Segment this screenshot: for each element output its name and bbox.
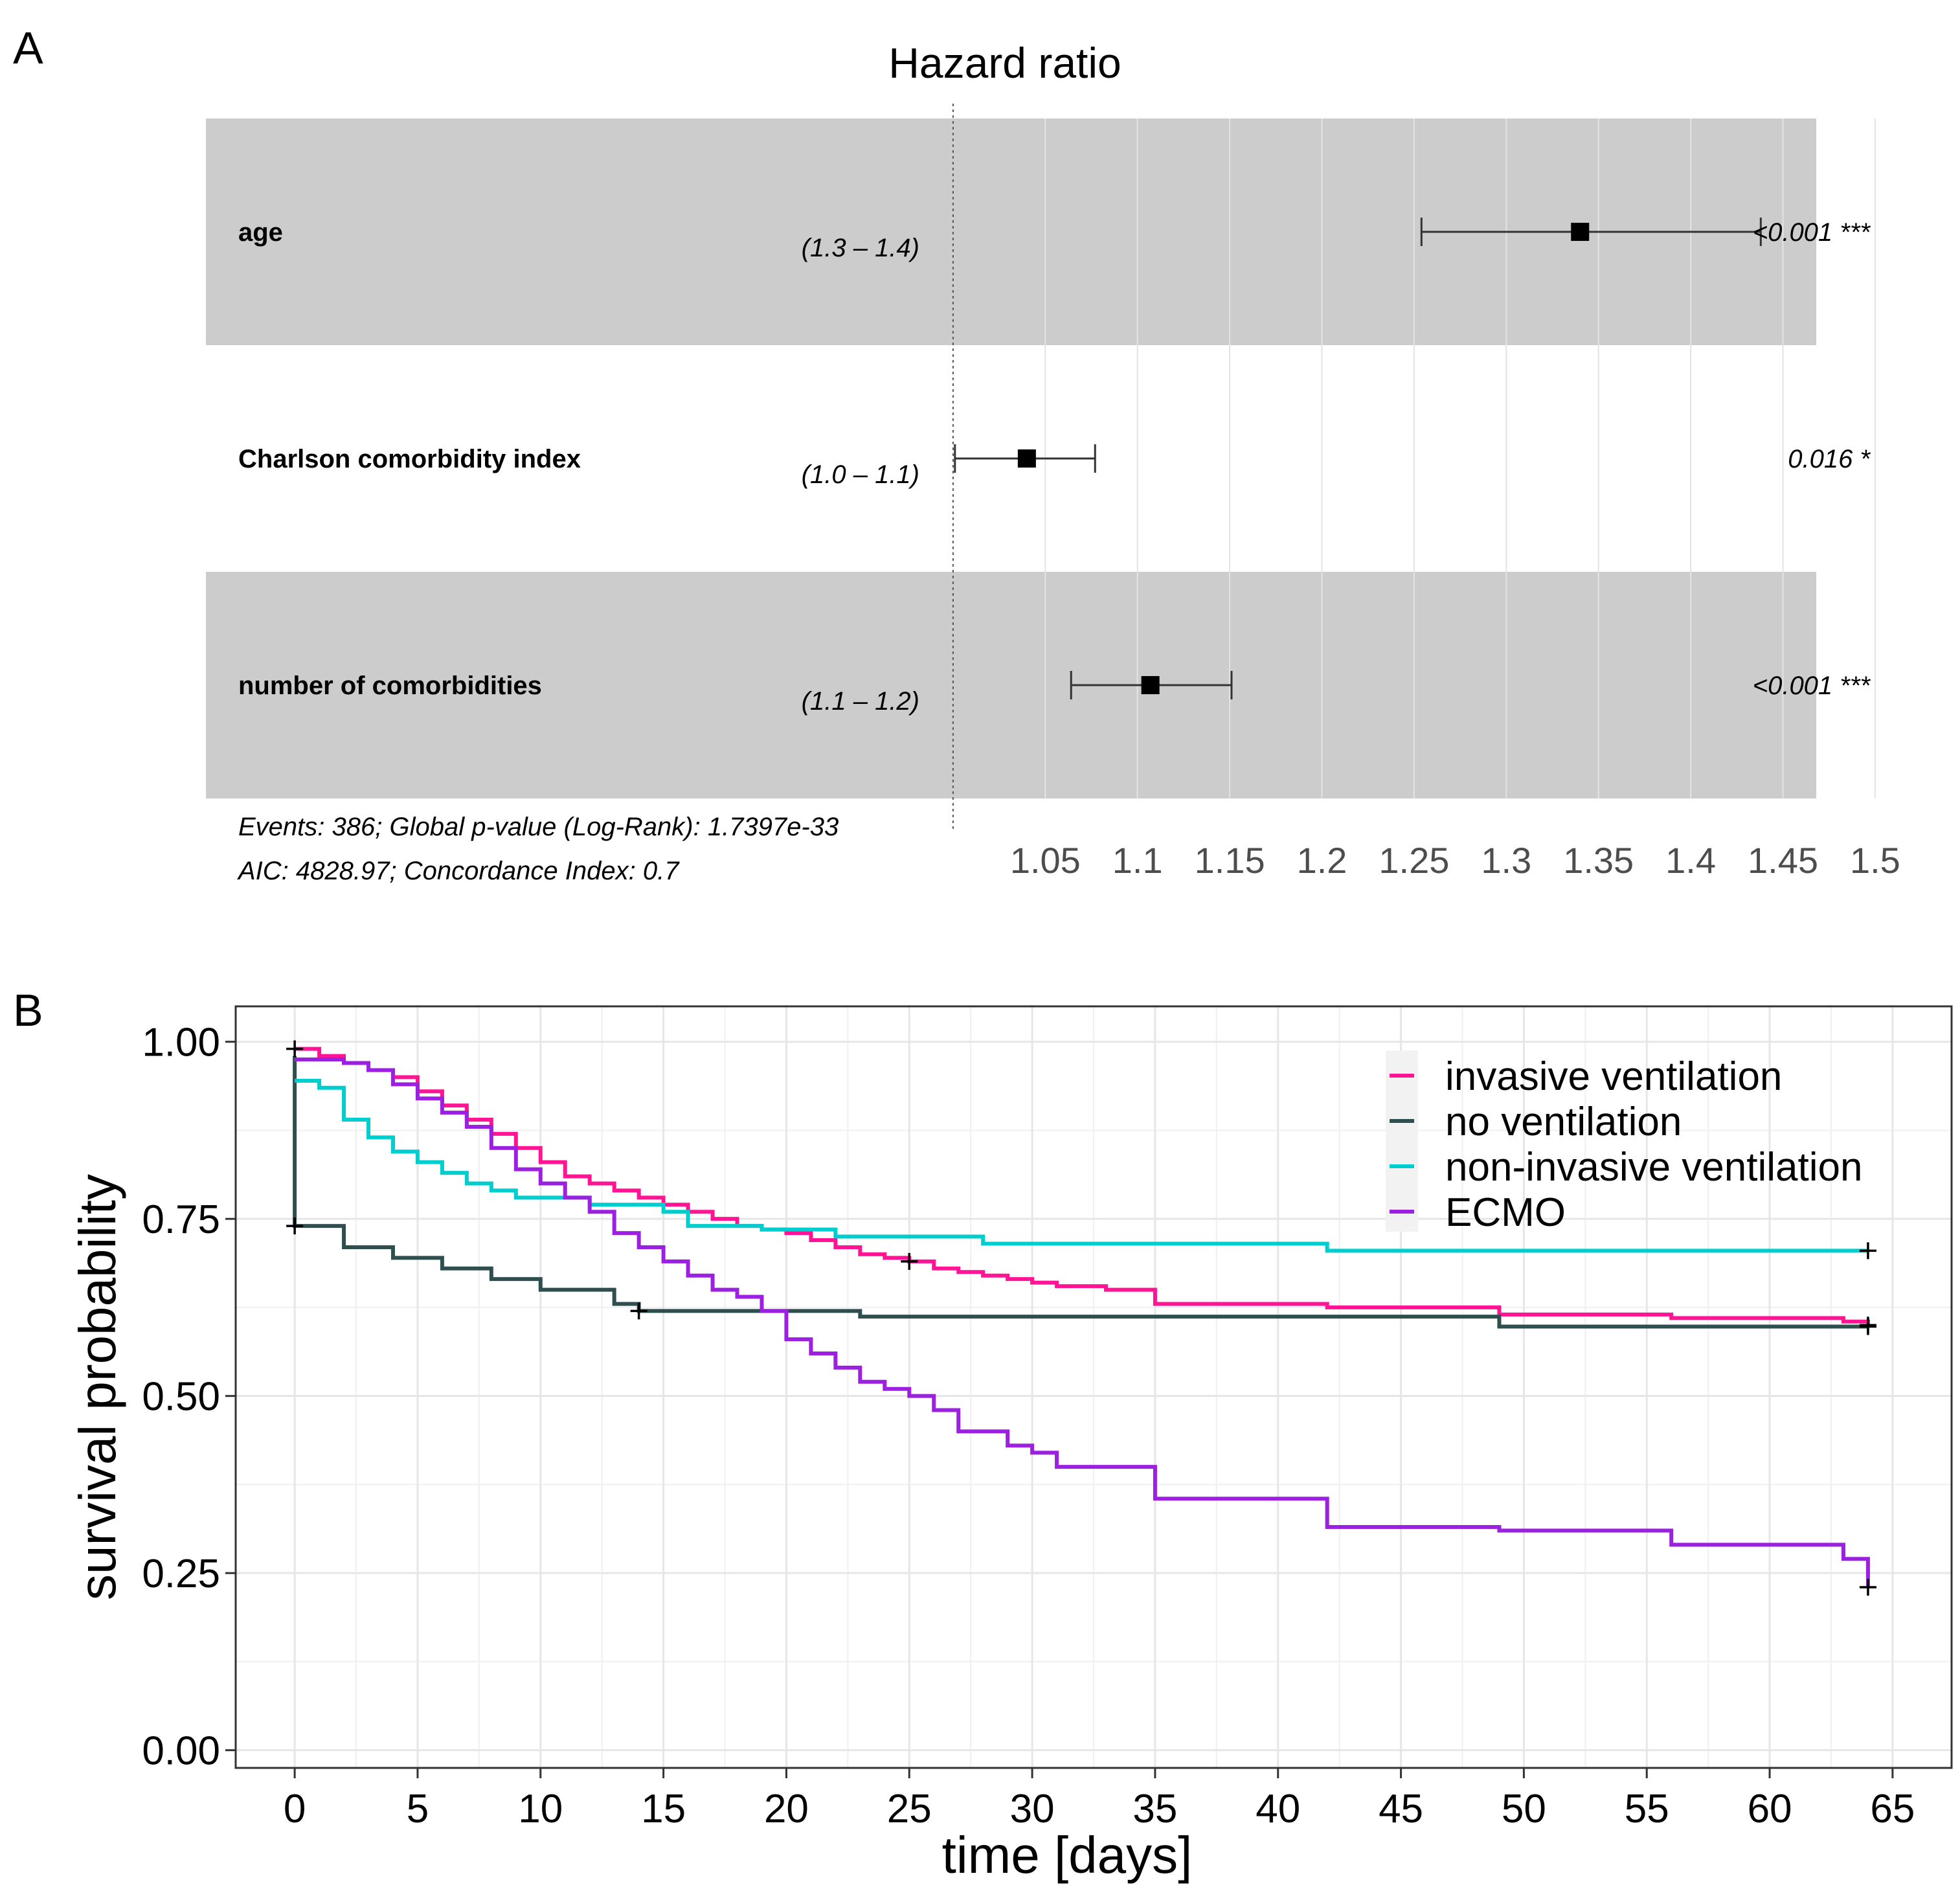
km-legend-label: non-invasive ventilation	[1445, 1145, 1863, 1190]
km-censor-mark	[1859, 1579, 1876, 1596]
km-y-tick-label: 0.50	[142, 1375, 220, 1420]
km-x-tick-label: 15	[641, 1787, 686, 1831]
forest-x-tick-label: 1.1	[1112, 840, 1163, 881]
forest-rows: age (1.3 – 1.4) <0.001 *** Charlson comorbi…	[238, 218, 1871, 716]
forest-footnote-aic: AIC: 4828.97; Concordance Index: 0.7	[237, 857, 680, 885]
forest-x-tick-label: 1.35	[1563, 840, 1634, 881]
km-x-tick-label: 5	[407, 1787, 429, 1831]
panel-a-label: A	[13, 23, 43, 73]
forest-ci-label: (1.0 – 1.1)	[802, 460, 919, 489]
forest-hr-marker	[1141, 676, 1160, 694]
km-curves	[293, 1046, 1870, 1588]
km-y-tick-label: 1.00	[142, 1021, 220, 1065]
forest-x-tick-label: 1.5	[1850, 840, 1900, 881]
panel-b-survival-plot: B 0 5 10 15 20 25 30 35 40 45 50 55 60 65 0.00 0.25 0.50…	[13, 985, 1953, 1884]
km-x-tick-label: 65	[1870, 1787, 1915, 1831]
km-y-tick-label: 0.75	[142, 1197, 220, 1242]
km-curve-no-ventilation	[293, 1056, 1868, 1329]
km-x-tick-label: 10	[518, 1787, 563, 1831]
km-x-tick-label: 55	[1625, 1787, 1669, 1831]
km-censor-mark	[901, 1252, 918, 1270]
forest-x-tick-label: 1.25	[1379, 840, 1449, 881]
km-legend-label: ECMO	[1445, 1190, 1566, 1235]
forest-x-tick-label: 1.05	[1010, 840, 1081, 881]
forest-hr-marker	[1571, 223, 1590, 241]
forest-x-tick-label: 1.4	[1665, 840, 1716, 881]
forest-variable-label: Charlson comorbidity index	[238, 445, 581, 473]
forest-x-tick-label: 1.15	[1195, 840, 1265, 881]
forest-x-tick-label: 1.3	[1481, 840, 1531, 881]
km-curve-non-invasive-ventilation	[295, 1078, 1868, 1253]
forest-variable-label: age	[238, 218, 283, 247]
km-x-tick-label: 20	[764, 1787, 809, 1831]
km-censor-mark	[630, 1302, 648, 1320]
km-gridlines	[236, 1006, 1952, 1768]
forest-p-value: <0.001 ***	[1753, 218, 1871, 247]
km-x-axis-label: time [days]	[942, 1826, 1193, 1884]
km-x-tick-label: 45	[1379, 1787, 1423, 1831]
forest-hr-marker	[1017, 449, 1036, 468]
km-x-tick-label: 35	[1132, 1787, 1177, 1831]
panel-b-label: B	[13, 985, 43, 1035]
km-x-tick-label: 0	[284, 1787, 306, 1831]
km-legend-label: invasive ventilation	[1445, 1054, 1782, 1099]
forest-p-value: 0.016 *	[1788, 445, 1871, 473]
km-x-tick-label: 30	[1010, 1787, 1055, 1831]
forest-variable-label: number of comorbidities	[238, 672, 542, 700]
forest-x-tick-label: 1.45	[1748, 840, 1818, 881]
km-censor-mark	[286, 1217, 304, 1235]
forest-p-value: <0.001 ***	[1753, 672, 1871, 700]
forest-title: Hazard ratio	[888, 39, 1121, 87]
km-censor-mark	[1859, 1318, 1876, 1335]
km-plot-border	[234, 1005, 1953, 1769]
km-x-tick-label: 40	[1256, 1787, 1300, 1831]
forest-ci-label: (1.1 – 1.2)	[802, 687, 919, 716]
forest-x-tick-labels: 1.05 1.1 1.15 1.2 1.25 1.3 1.35 1.4 1.45 1.5	[1010, 840, 1900, 881]
forest-x-tick-label: 1.2	[1297, 840, 1347, 881]
km-legend-label: no ventilation	[1445, 1100, 1682, 1144]
km-censor-mark	[286, 1040, 304, 1058]
km-x-tick-label: 60	[1748, 1787, 1792, 1831]
forest-row-bands	[206, 119, 1816, 798]
km-axes: 0 5 10 15 20 25 30 35 40 45 50 55 60 65 0.00 0.25 0.50 0.…	[142, 1021, 1915, 1831]
km-legend-key-background	[1386, 1050, 1418, 1232]
km-censor-mark	[1859, 1242, 1876, 1260]
km-y-axis-label: survival probability	[69, 1174, 126, 1600]
km-curve-ecmo	[295, 1058, 1870, 1588]
forest-footnote-events: Events: 386; Global p-value (Log-Rank): …	[238, 813, 839, 841]
km-y-tick-label: 0.25	[142, 1552, 220, 1596]
forest-ci-label: (1.3 – 1.4)	[802, 234, 919, 262]
panel-a-forest-plot: A Hazard ratio age (1.3 – 1.4) <0.001 *** C…	[13, 23, 1900, 885]
km-y-tick-label: 0.00	[142, 1729, 220, 1774]
km-x-tick-label: 50	[1502, 1787, 1546, 1831]
km-censor-marks	[286, 1040, 1876, 1596]
forest-row-band	[206, 572, 1816, 798]
km-x-tick-label: 25	[887, 1787, 932, 1831]
